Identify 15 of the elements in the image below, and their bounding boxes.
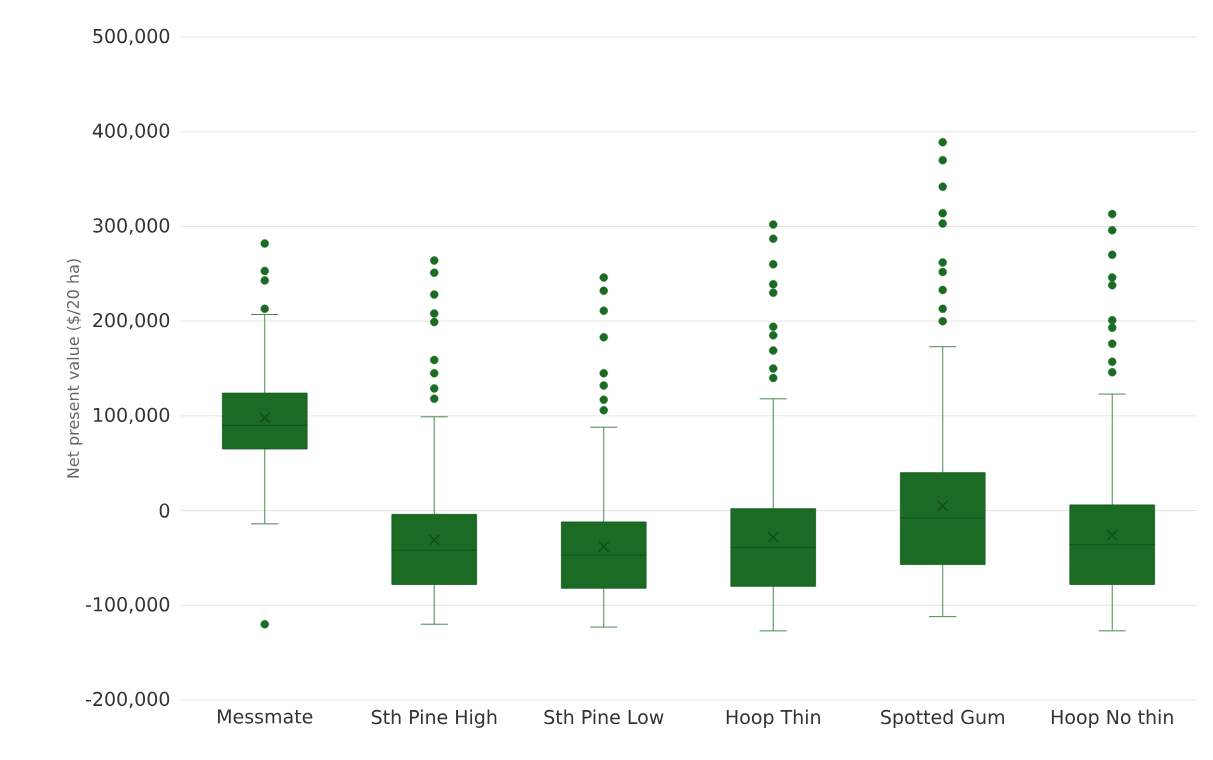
y-tick-label: 200,000 (93, 312, 170, 330)
y-tick-label: -200,000 (85, 691, 170, 709)
x-tick-label: Messmate (218, 709, 313, 724)
y-tick-label: 300,000 (93, 218, 170, 235)
x-tick-label: Spotted Gum (881, 709, 1004, 728)
x-tick-label: Sth Pine Low (544, 709, 664, 725)
y-tick-label: -100,000 (85, 597, 170, 614)
y-tick-label: 0 (159, 503, 170, 518)
y-tick-label: 400,000 (92, 123, 170, 140)
y-axis-title: Net present value ($/20 ha) (66, 259, 83, 478)
y-tick-label: 500,000 (93, 28, 170, 46)
x-tick-label: Hoop No thin (1051, 709, 1173, 728)
x-tick-label: Hoop Thin (726, 709, 820, 728)
y-tick-label: 100,000 (93, 407, 170, 425)
x-tick-label: Sth Pine High (371, 709, 497, 728)
